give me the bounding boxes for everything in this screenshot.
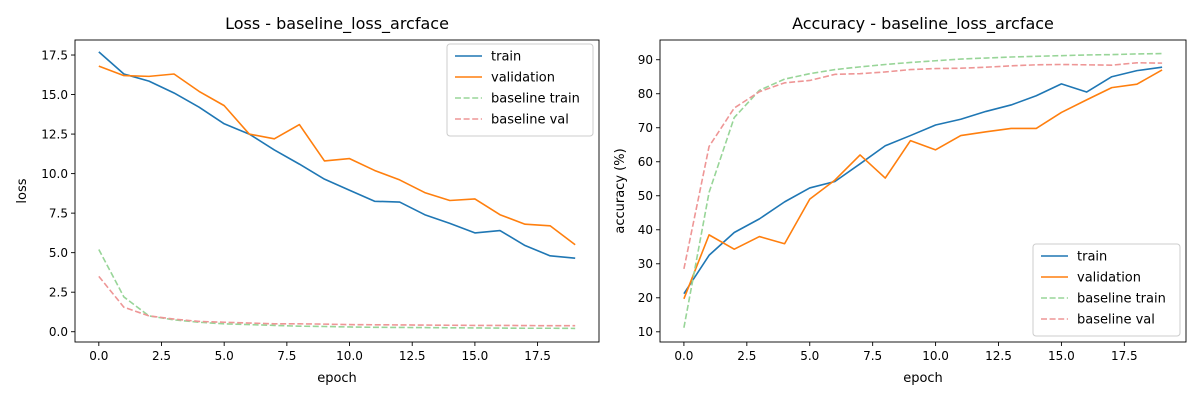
series-line-baseline-val xyxy=(683,61,1163,270)
x-tick-label: 15.0 xyxy=(462,349,489,363)
x-tick-label: 7.5 xyxy=(863,349,882,363)
x-tick-label: 12.5 xyxy=(399,349,426,363)
y-tick-label: 10 xyxy=(638,325,653,339)
legend: train validation baseline train baseline va… xyxy=(1032,243,1181,337)
x-tick-label: 17.5 xyxy=(524,349,551,363)
y-tick-label: 90 xyxy=(638,53,653,67)
x-tick-label: 17.5 xyxy=(1111,349,1138,363)
y-tick-label: 17.5 xyxy=(41,48,68,62)
legend-label: baseline train xyxy=(491,92,580,107)
y-tick-label: 20 xyxy=(638,291,653,305)
chart-title: Loss - baseline_loss_arcface xyxy=(225,14,449,34)
y-tick-label: 50 xyxy=(638,189,653,203)
y-axis-label: accuracy (%) xyxy=(613,148,628,233)
series-line-train xyxy=(683,66,1163,295)
x-tick-label: 0.0 xyxy=(89,349,108,363)
series-line-baseline-val xyxy=(98,275,576,327)
x-tick-label: 5.0 xyxy=(215,349,234,363)
y-tick-label: 0.0 xyxy=(49,325,68,339)
x-tick-label: 2.5 xyxy=(737,349,756,363)
x-tick-label: 10.0 xyxy=(922,349,949,363)
y-tick-label: 7.5 xyxy=(49,206,68,220)
y-tick-label: 40 xyxy=(638,223,653,237)
x-tick-label: 15.0 xyxy=(1048,349,1075,363)
series-lines xyxy=(98,51,576,330)
legend-label: baseline train xyxy=(1077,292,1166,307)
legend-label: baseline val xyxy=(491,113,569,128)
series-line-train xyxy=(98,51,576,259)
series-lines xyxy=(683,52,1163,328)
legend-box xyxy=(1032,243,1181,337)
chart-panel-0: Loss - baseline_loss_arcface 0.0 2.5 5.0 7.5… xyxy=(15,14,600,386)
x-tick-label: 12.5 xyxy=(985,349,1012,363)
legend-label: baseline val xyxy=(1077,313,1155,328)
plot-frame xyxy=(74,39,600,343)
y-axis-label: loss xyxy=(15,178,30,203)
series-line-baseline-train xyxy=(683,52,1163,328)
plot-frame xyxy=(659,39,1187,343)
legend-box xyxy=(446,43,594,137)
series-line-baseline-train xyxy=(98,249,576,330)
x-tick-label: 2.5 xyxy=(152,349,171,363)
legend-label: train xyxy=(491,50,521,65)
x-axis-label: epoch xyxy=(903,371,943,386)
y-tick-label: 30 xyxy=(638,257,653,271)
y-tick-label: 10.0 xyxy=(41,167,68,181)
x-tick-label: 5.0 xyxy=(800,349,819,363)
x-axis-label: epoch xyxy=(317,371,357,386)
x-tick-label: 7.5 xyxy=(277,349,296,363)
y-tick-label: 2.5 xyxy=(49,285,68,299)
y-tick-label: 5.0 xyxy=(49,246,68,260)
legend: train validation baseline train baseline va… xyxy=(446,43,594,137)
x-tick-label: 10.0 xyxy=(336,349,363,363)
chart-panel-1: Accuracy - baseline_loss_arcface 0.0 2.5 5.… xyxy=(613,14,1187,386)
series-line-validation xyxy=(98,65,576,246)
x-tick-label: 0.0 xyxy=(674,349,693,363)
legend-label: validation xyxy=(491,71,555,86)
legend-label: train xyxy=(1077,250,1107,265)
chart-title: Accuracy - baseline_loss_arcface xyxy=(792,14,1054,34)
y-tick-label: 80 xyxy=(638,87,653,101)
series-line-validation xyxy=(683,69,1163,300)
y-tick-label: 12.5 xyxy=(41,127,68,141)
legend-label: validation xyxy=(1077,271,1141,286)
y-tick-label: 15.0 xyxy=(41,88,68,102)
y-tick-label: 70 xyxy=(638,121,653,135)
y-tick-label: 60 xyxy=(638,155,653,169)
